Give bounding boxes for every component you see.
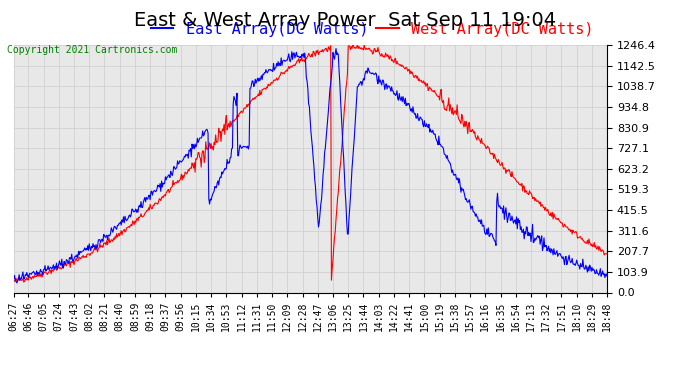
Text: East & West Array Power  Sat Sep 11 19:04: East & West Array Power Sat Sep 11 19:04 — [134, 11, 556, 30]
Legend: East Array(DC Watts), West Array(DC Watts): East Array(DC Watts), West Array(DC Watt… — [144, 15, 600, 43]
Text: Copyright 2021 Cartronics.com: Copyright 2021 Cartronics.com — [7, 45, 177, 55]
